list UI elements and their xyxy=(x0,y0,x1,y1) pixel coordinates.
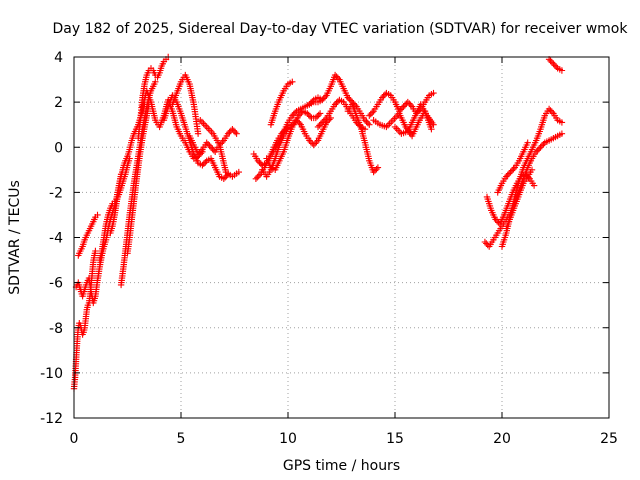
data-series xyxy=(96,155,133,264)
y-axis-ticks: -12 -10 -8 -6 -4 -2 0 2 4 xyxy=(40,50,609,427)
data-series xyxy=(366,89,437,119)
data-series xyxy=(263,114,334,173)
data-point-marks xyxy=(197,117,242,180)
data-points xyxy=(70,53,566,392)
y-tick-label: 4 xyxy=(54,50,63,66)
data-point-marks xyxy=(160,92,232,182)
data-series xyxy=(160,92,232,182)
data-series xyxy=(503,166,536,232)
data-point-marks xyxy=(545,56,566,74)
data-series xyxy=(267,78,296,128)
data-point-marks xyxy=(169,71,202,137)
data-point-marks xyxy=(70,247,99,392)
y-axis-label: SDTVAR / TECUs xyxy=(7,180,23,295)
data-series xyxy=(124,101,153,257)
data-point-marks xyxy=(503,166,536,232)
x-axis-ticks: 0 5 10 15 20 25 xyxy=(70,57,618,447)
y-tick-label: 0 xyxy=(54,140,63,156)
x-tick-label: 10 xyxy=(279,431,297,447)
data-point-marks xyxy=(494,139,531,196)
y-tick-label: -2 xyxy=(49,185,63,201)
data-series xyxy=(75,211,101,259)
data-point-marks xyxy=(124,101,153,257)
data-series xyxy=(186,126,240,158)
data-point-marks xyxy=(75,211,101,259)
data-series xyxy=(169,71,202,137)
data-series xyxy=(391,101,437,137)
data-point-marks xyxy=(186,126,240,158)
data-point-marks xyxy=(391,101,437,137)
x-tick-label: 5 xyxy=(177,431,186,447)
data-series xyxy=(70,247,99,392)
data-point-marks xyxy=(135,53,172,142)
data-point-marks xyxy=(267,78,296,128)
data-series xyxy=(494,139,531,196)
data-point-marks xyxy=(72,171,125,307)
data-series xyxy=(72,171,125,307)
y-tick-label: -8 xyxy=(49,321,63,337)
data-point-marks xyxy=(306,71,373,128)
data-point-marks xyxy=(96,155,133,264)
data-point-marks xyxy=(263,114,334,173)
x-tick-label: 20 xyxy=(493,431,511,447)
y-tick-label: -6 xyxy=(49,276,63,292)
data-series xyxy=(197,117,242,180)
data-series xyxy=(135,53,172,142)
x-tick-label: 25 xyxy=(600,431,618,447)
y-tick-label: 2 xyxy=(54,95,63,111)
chart-title: Day 182 of 2025, Sidereal Day-to-day VTE… xyxy=(53,21,629,37)
data-point-marks xyxy=(366,89,437,119)
data-series xyxy=(306,71,373,128)
x-axis-label: GPS time / hours xyxy=(283,458,400,474)
data-point-marks xyxy=(344,101,382,176)
y-tick-label: -10 xyxy=(40,366,63,382)
data-series xyxy=(344,101,382,176)
y-tick-label: -4 xyxy=(49,231,63,247)
x-tick-label: 0 xyxy=(70,431,79,447)
data-series xyxy=(545,56,566,74)
y-tick-label: -12 xyxy=(40,411,63,427)
x-tick-label: 15 xyxy=(386,431,404,447)
